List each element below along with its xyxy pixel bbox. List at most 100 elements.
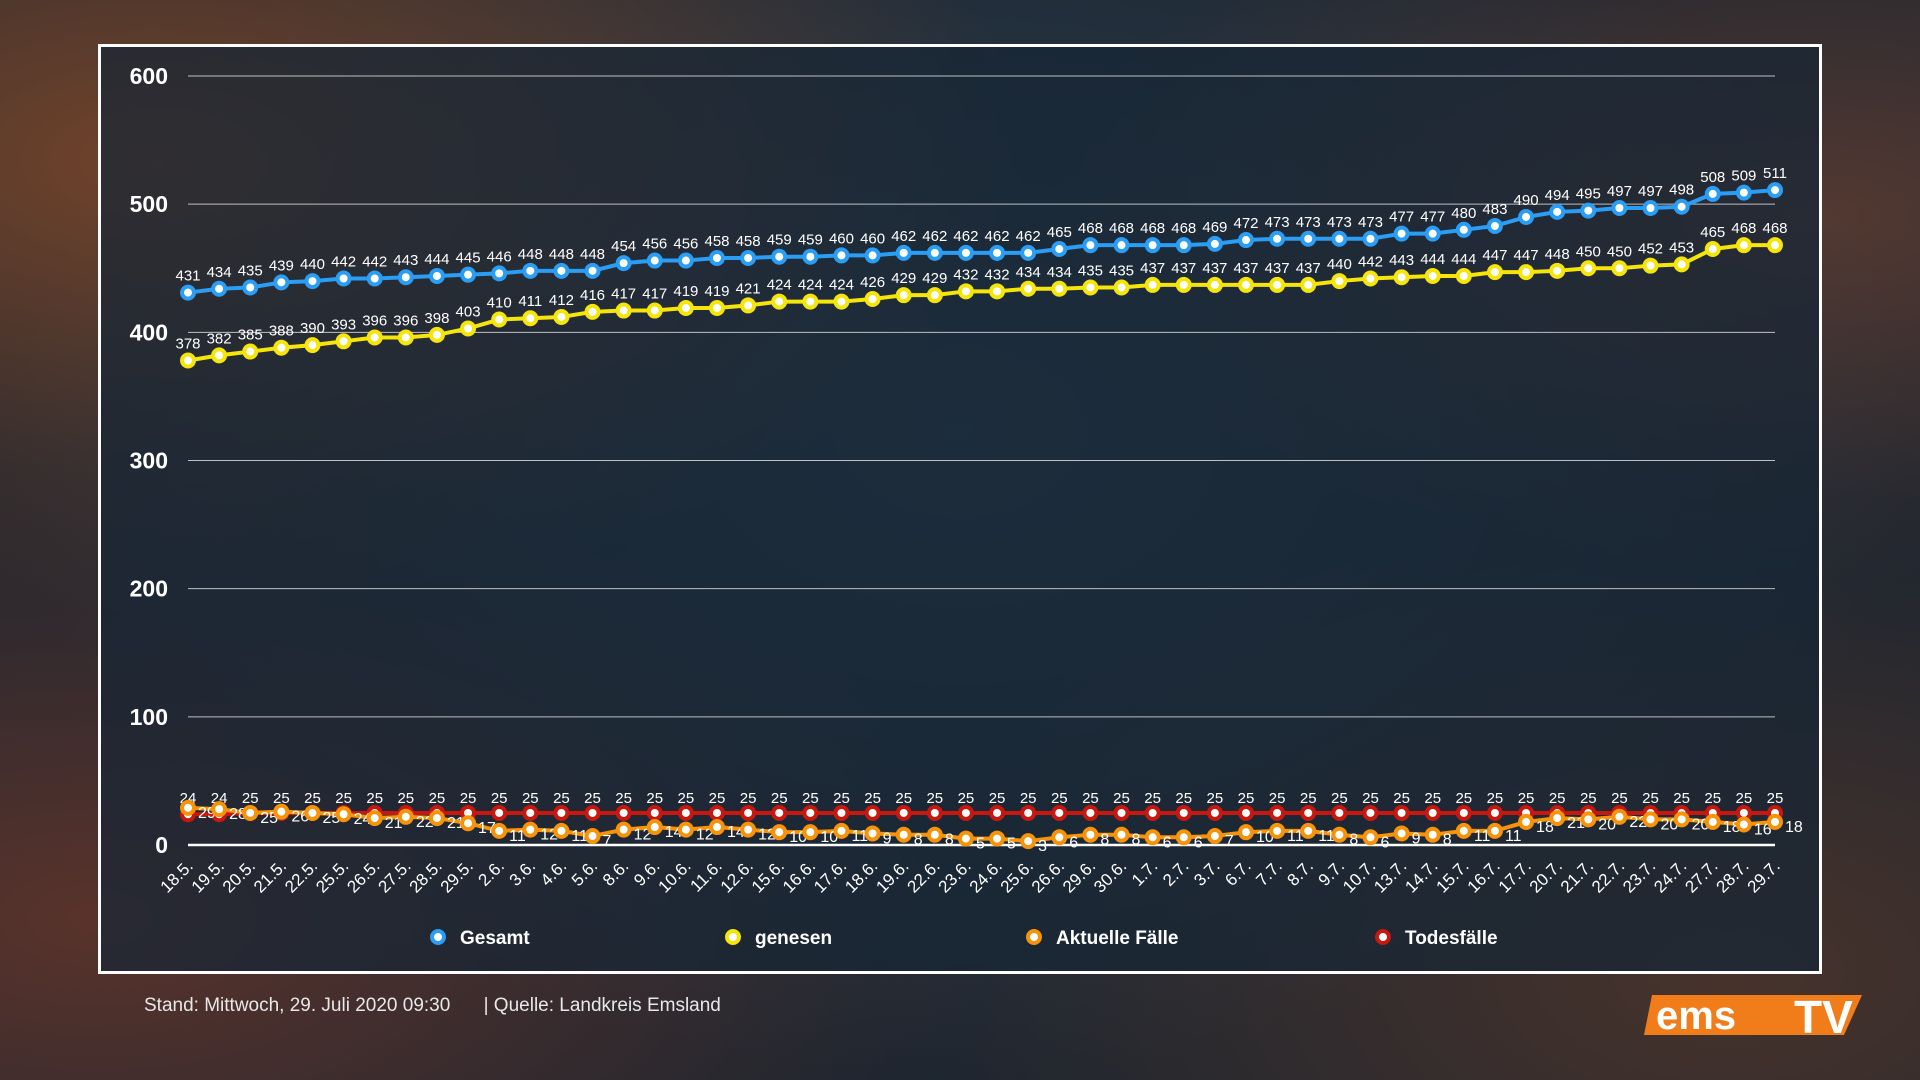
data-point xyxy=(584,828,601,845)
data-point xyxy=(646,252,663,269)
data-point xyxy=(957,804,974,821)
data-point xyxy=(1580,260,1597,277)
data-label: 11 xyxy=(851,828,868,845)
data-point xyxy=(833,293,850,310)
data-label: 25 xyxy=(895,790,912,807)
data-point xyxy=(242,279,259,296)
data-point xyxy=(1486,804,1503,821)
x-tick-label: 2.6. xyxy=(475,856,508,889)
data-label: 25 xyxy=(460,790,477,807)
data-label: 385 xyxy=(238,327,263,344)
data-point xyxy=(895,244,912,261)
data-label: 25 xyxy=(304,790,321,807)
data-label: 20 xyxy=(1598,816,1616,833)
data-label: 25 xyxy=(833,790,850,807)
data-label: 435 xyxy=(1109,262,1134,279)
data-point xyxy=(1455,822,1472,839)
data-point xyxy=(989,283,1006,300)
data-point xyxy=(926,804,943,821)
data-point xyxy=(273,274,290,291)
x-tick-label: 30.6. xyxy=(1090,856,1130,896)
data-label: 490 xyxy=(1514,192,1539,209)
data-label: 25 xyxy=(1424,790,1441,807)
data-point xyxy=(1269,230,1286,247)
data-label: 419 xyxy=(673,283,698,300)
data-label: 410 xyxy=(487,295,512,312)
x-tick-label: 11.6. xyxy=(687,856,726,895)
x-tick-label: 20.7. xyxy=(1526,856,1566,896)
data-label: 24 xyxy=(354,811,372,828)
legend-label: Gesamt xyxy=(460,928,530,949)
data-point xyxy=(1704,813,1721,830)
x-tick-label: 16.6. xyxy=(779,856,819,896)
data-point xyxy=(1486,264,1503,281)
data-label: 473 xyxy=(1358,214,1383,231)
data-point xyxy=(1704,241,1721,258)
legend-item: Todesfälle xyxy=(1375,928,1498,949)
data-point xyxy=(895,804,912,821)
data-point xyxy=(180,284,196,301)
data-label: 7 xyxy=(1225,833,1234,850)
data-point xyxy=(1238,276,1254,293)
svg-text:TV: TV xyxy=(1794,993,1853,1037)
data-label: 25 xyxy=(273,790,290,807)
data-label: 462 xyxy=(985,228,1010,245)
data-label: 25 xyxy=(1767,790,1784,807)
data-point xyxy=(1113,804,1130,821)
x-tick-label: 22.7. xyxy=(1588,856,1628,896)
x-tick-label: 24.6. xyxy=(966,856,1006,896)
data-point xyxy=(1642,200,1659,217)
data-point xyxy=(1331,804,1348,821)
data-point xyxy=(366,810,383,827)
data-point xyxy=(1051,241,1068,258)
data-point xyxy=(1144,804,1161,821)
data-point xyxy=(1175,237,1192,254)
data-point xyxy=(1020,280,1037,297)
data-label: 468 xyxy=(1171,220,1196,237)
data-point xyxy=(180,799,196,816)
data-label: 10 xyxy=(1256,829,1274,846)
x-tick-label: 20.5. xyxy=(219,856,259,896)
data-label: 25 xyxy=(1487,790,1504,807)
data-label: 437 xyxy=(1296,260,1321,277)
data-label: 417 xyxy=(642,286,667,303)
x-tick-label: 25.6. xyxy=(997,856,1037,896)
data-label: 11 xyxy=(1287,828,1304,845)
data-label: 382 xyxy=(207,330,232,347)
data-label: 25 xyxy=(1207,790,1224,807)
data-point xyxy=(584,804,601,821)
data-label: 378 xyxy=(175,336,200,353)
series-line xyxy=(187,243,1775,363)
data-point xyxy=(460,815,477,832)
data-point xyxy=(1549,262,1566,279)
data-point xyxy=(1455,221,1472,238)
data-label: 25 xyxy=(1518,790,1535,807)
data-point xyxy=(1704,185,1721,202)
x-tick-label: 17.7. xyxy=(1495,856,1535,896)
data-point xyxy=(1611,200,1628,217)
data-label: 456 xyxy=(673,236,698,253)
data-label: 18 xyxy=(1785,819,1803,836)
data-point xyxy=(180,352,196,369)
data-point xyxy=(1642,257,1659,274)
data-point xyxy=(1393,825,1410,842)
data-label: 473 xyxy=(1296,214,1321,231)
x-tick-label: 25.5. xyxy=(312,856,352,896)
data-point xyxy=(1175,829,1192,846)
data-label: 25 xyxy=(771,790,788,807)
x-tick-label: 5.6. xyxy=(568,856,601,889)
data-point xyxy=(709,249,725,266)
legend-item: Aktuelle Fälle xyxy=(1026,928,1179,949)
data-label: 393 xyxy=(331,316,356,333)
data-label: 465 xyxy=(1047,224,1072,241)
data-label: 465 xyxy=(1700,224,1725,241)
data-point xyxy=(1362,829,1379,846)
x-tick-label: 22.6. xyxy=(903,856,943,896)
data-label: 388 xyxy=(269,323,294,340)
data-point xyxy=(1020,804,1037,821)
data-label: 497 xyxy=(1607,183,1632,200)
data-label: 9 xyxy=(883,830,892,847)
x-tick-label: 19.6. xyxy=(872,856,912,896)
x-tick-label: 29.7. xyxy=(1744,856,1784,896)
data-point xyxy=(1393,269,1410,286)
